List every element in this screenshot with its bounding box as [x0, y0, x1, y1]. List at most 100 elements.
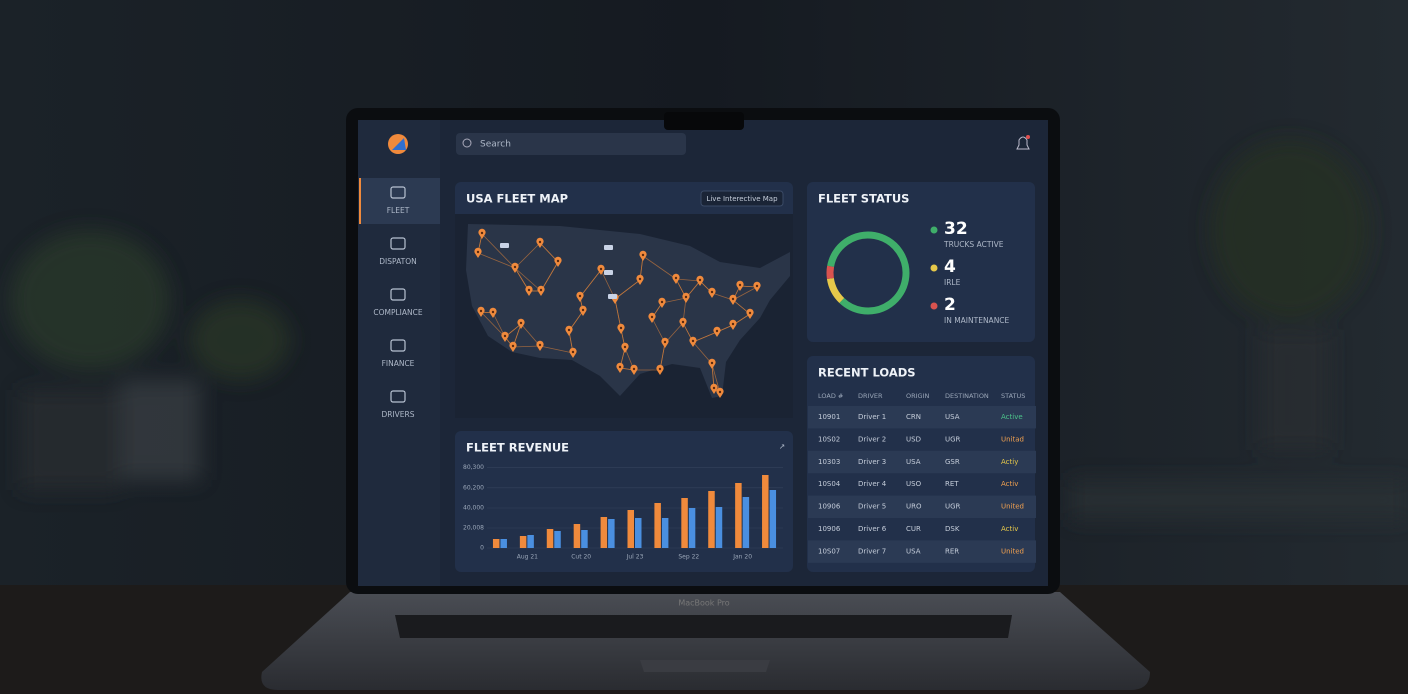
table-cell: 10906 — [818, 525, 841, 533]
table-cell: Activ — [1001, 480, 1018, 488]
loads-title: RECENT LOADS — [818, 366, 916, 380]
y-tick-label: 60,200 — [463, 484, 484, 491]
map-pin-dot — [618, 365, 622, 369]
nav-label[interactable]: FLEET — [387, 206, 410, 215]
status-value: 2 — [944, 295, 956, 315]
table-cell: USO — [906, 480, 922, 488]
search-box[interactable] — [456, 133, 686, 155]
truck-icon — [500, 243, 509, 248]
map-pin-dot — [623, 345, 627, 349]
map-pin-dot — [619, 326, 623, 330]
map-pin-dot — [731, 322, 735, 326]
map-pin-dot — [538, 240, 542, 244]
map-pin-dot — [571, 350, 575, 354]
table-cell: USA — [945, 413, 960, 421]
route — [642, 255, 677, 280]
search-placeholder: Search — [480, 140, 511, 150]
nav-label[interactable]: DISPATON — [379, 257, 416, 266]
map-pin-dot — [710, 361, 714, 365]
map-pin-dot — [599, 267, 603, 271]
map-pin-dot — [632, 367, 636, 371]
table-cell: 10S07 — [818, 547, 840, 555]
map-pin-dot — [539, 288, 543, 292]
x-tick-label: Jan 20 — [732, 554, 752, 561]
row-stripe — [808, 495, 1036, 518]
bar — [527, 535, 534, 548]
bar — [581, 530, 588, 548]
bar — [769, 490, 777, 548]
map-pin-dot — [567, 328, 571, 332]
bar — [600, 517, 608, 548]
bar — [554, 531, 561, 548]
route — [514, 242, 541, 269]
map-pin-dot — [674, 276, 678, 280]
x-tick-label: Aug 21 — [517, 554, 538, 561]
table-cell: 10S02 — [818, 435, 840, 443]
table-cell: 10906 — [818, 503, 841, 511]
plants — [10, 140, 1408, 520]
truck-icon — [608, 294, 617, 299]
x-tick-label: Jul 23 — [626, 554, 644, 561]
column-header: DESTINATION — [945, 392, 989, 400]
route — [675, 278, 701, 282]
route — [692, 331, 718, 343]
camera-notch — [664, 112, 744, 130]
route — [579, 269, 602, 298]
map-pin-dot — [519, 321, 523, 325]
map-pin-dot — [527, 288, 531, 292]
map-button-label: Live Interective Map — [706, 195, 778, 203]
truck-icon — [604, 270, 613, 275]
status-label: IRLE — [944, 278, 961, 287]
status-value: 4 — [944, 257, 956, 277]
bar — [661, 518, 669, 548]
map-pin-dot — [755, 284, 759, 288]
status-title: FLEET STATUS — [818, 192, 909, 206]
map-pin-dot — [684, 295, 688, 299]
table-cell: Actiy — [1001, 458, 1018, 466]
map-pin-dot — [731, 297, 735, 301]
table-cell: 10901 — [818, 413, 840, 421]
map-pin-dot — [738, 283, 742, 287]
route — [732, 286, 758, 301]
table-cell: GSR — [945, 458, 960, 466]
map-button[interactable] — [700, 190, 784, 207]
map-pin-dot — [663, 340, 667, 344]
donut-segment — [826, 231, 910, 315]
status-label: IN MAINTENANCE — [944, 316, 1010, 325]
bar — [735, 483, 742, 548]
expand-icon[interactable]: ↗ — [779, 442, 785, 451]
legend-dot — [930, 264, 938, 272]
search-icon — [462, 138, 472, 148]
nav-label[interactable]: COMPLIANCE — [373, 308, 423, 317]
table-cell: Driver 4 — [858, 480, 887, 488]
route — [514, 267, 542, 292]
map-pin-dot — [698, 278, 702, 282]
map-pin-dot — [503, 334, 507, 338]
route — [512, 345, 541, 348]
table-cell: URO — [906, 503, 922, 511]
nav-label[interactable]: FINANCE — [382, 359, 415, 368]
bar — [708, 491, 715, 548]
map-pin-dot — [712, 386, 716, 390]
bar — [635, 518, 642, 548]
table-cell: Driver 2 — [858, 435, 886, 443]
column-header: ORIGIN — [906, 392, 930, 400]
x-tick-label: Sep 22 — [678, 554, 699, 561]
table-cell: RER — [945, 547, 959, 555]
map-pin-dot — [691, 339, 695, 343]
notification-bell[interactable] — [1016, 135, 1030, 150]
map-pin-dot — [718, 390, 722, 394]
table-cell: Driver 5 — [858, 503, 886, 511]
nav-label[interactable]: DRIVERS — [381, 410, 414, 419]
table-cell: USA — [906, 458, 921, 466]
logo — [388, 134, 408, 154]
map-pin-dot — [578, 294, 582, 298]
bar — [715, 507, 723, 548]
legend-dot — [930, 302, 938, 310]
table-cell: USA — [906, 547, 921, 555]
route — [480, 311, 506, 338]
status-panel — [807, 182, 1035, 342]
table-cell: UGR — [945, 435, 961, 443]
y-tick-label: 80,300 — [463, 464, 484, 471]
row-stripe — [808, 406, 1036, 429]
